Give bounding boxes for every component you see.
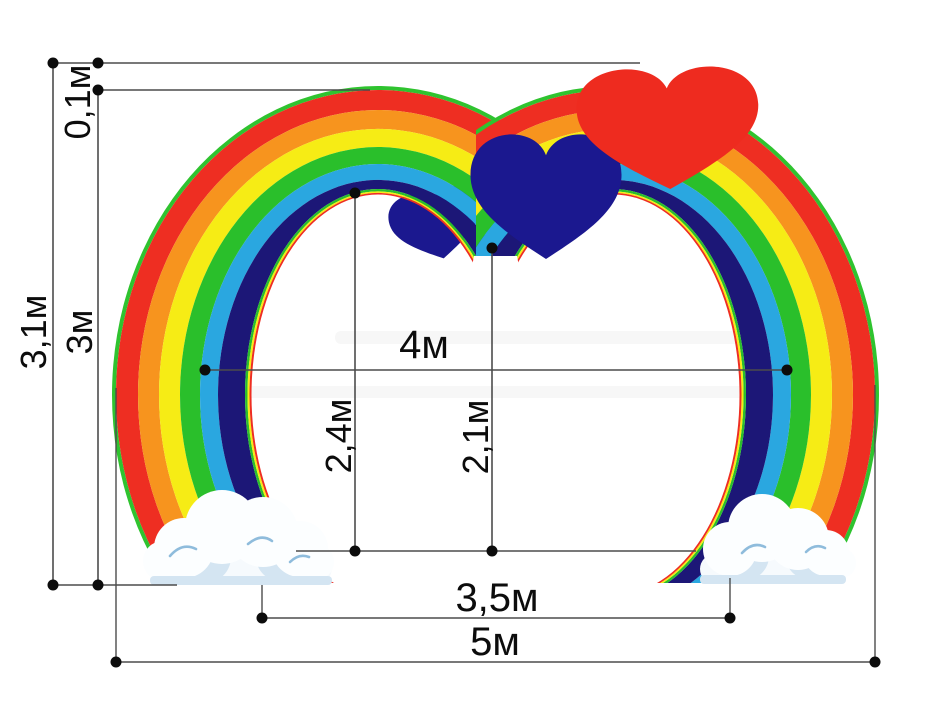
dimension-labels: 0,1м 3,1м 3м 4м 2,4м 2,1м 3,5м 5м bbox=[13, 65, 539, 664]
label-opening-width: 4м bbox=[399, 323, 449, 367]
dim-dot bbox=[92, 57, 104, 69]
dim-dot bbox=[110, 656, 122, 668]
label-rainbow-height: 3м bbox=[59, 310, 100, 355]
dim-dot bbox=[349, 187, 361, 199]
cloud-curls bbox=[740, 543, 827, 555]
label-total-width: 5м bbox=[470, 620, 520, 664]
label-opening-height-side: 2,4м bbox=[318, 399, 359, 474]
dim-dot bbox=[92, 84, 104, 96]
watermark bbox=[195, 331, 765, 398]
label-feet-span: 3,5м bbox=[455, 576, 538, 620]
label-opening-height-center: 2,1м bbox=[455, 400, 496, 475]
dim-dot bbox=[724, 612, 736, 624]
dim-dot bbox=[199, 364, 211, 376]
dim-dot bbox=[349, 545, 361, 557]
cloud-curls bbox=[168, 536, 311, 564]
dim-dot bbox=[486, 545, 498, 557]
dim-dot bbox=[256, 612, 268, 624]
cloud-puff bbox=[298, 544, 334, 580]
dim-dot bbox=[486, 242, 498, 254]
dim-dot bbox=[47, 579, 59, 591]
label-total-height: 3,1м bbox=[13, 295, 54, 370]
right-cloud bbox=[700, 494, 856, 584]
dimension-dots bbox=[47, 57, 881, 668]
cloud-bottom-strip bbox=[700, 575, 846, 584]
dim-dot bbox=[92, 579, 104, 591]
cloud-bottom-strip bbox=[150, 576, 332, 585]
dim-dot bbox=[47, 57, 59, 69]
dim-dot bbox=[869, 656, 881, 668]
left-cloud bbox=[143, 490, 334, 585]
cloud-puff bbox=[826, 548, 856, 578]
label-offset-top: 0,1м bbox=[57, 65, 98, 140]
dim-dot bbox=[781, 364, 793, 376]
